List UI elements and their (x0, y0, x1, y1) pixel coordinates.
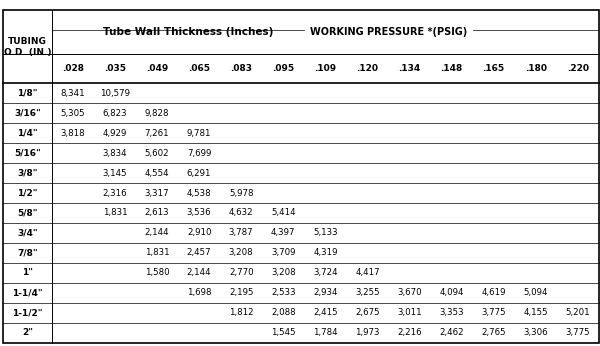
Text: 1-1/2": 1-1/2" (12, 308, 43, 317)
Text: 7,261: 7,261 (145, 129, 169, 138)
Text: Tube Wall Thickness (Inches): Tube Wall Thickness (Inches) (103, 27, 274, 37)
Text: 1,580: 1,580 (145, 268, 169, 277)
Text: 2,765: 2,765 (481, 328, 506, 337)
Text: 3,709: 3,709 (271, 248, 296, 257)
Text: 2,216: 2,216 (397, 328, 422, 337)
Text: 5,602: 5,602 (145, 149, 169, 158)
Text: 1,784: 1,784 (313, 328, 338, 337)
Text: 3,724: 3,724 (313, 268, 338, 277)
Text: 3,145: 3,145 (103, 169, 127, 177)
Text: 3,208: 3,208 (271, 268, 296, 277)
Text: 2,457: 2,457 (187, 248, 211, 257)
Text: 4,417: 4,417 (355, 268, 380, 277)
Text: 1,698: 1,698 (187, 288, 211, 297)
Text: .083: .083 (230, 64, 252, 73)
Text: 3,818: 3,818 (61, 129, 85, 138)
Text: .220: .220 (567, 64, 589, 73)
Text: 5,133: 5,133 (313, 228, 338, 237)
Text: 5,094: 5,094 (523, 288, 548, 297)
Text: 1,812: 1,812 (229, 308, 253, 317)
Text: WORKING PRESSURE *(PSIG): WORKING PRESSURE *(PSIG) (310, 27, 467, 37)
Text: 3,255: 3,255 (355, 288, 380, 297)
Text: .120: .120 (356, 64, 379, 73)
Text: 3,011: 3,011 (397, 308, 422, 317)
Text: .165: .165 (482, 64, 505, 73)
Text: 1": 1" (22, 268, 33, 277)
Text: 2,533: 2,533 (271, 288, 296, 297)
Text: 5/16": 5/16" (14, 149, 41, 158)
Text: 2,316: 2,316 (103, 189, 127, 198)
Text: 3,834: 3,834 (103, 149, 127, 158)
Text: 2,910: 2,910 (187, 228, 211, 237)
Text: 5,978: 5,978 (229, 189, 253, 198)
Text: .049: .049 (146, 64, 168, 73)
Text: 3/4": 3/4" (17, 228, 38, 237)
Text: 2,195: 2,195 (229, 288, 253, 297)
Text: 3,670: 3,670 (397, 288, 422, 297)
Text: 6,823: 6,823 (103, 109, 127, 118)
Text: 5,305: 5,305 (61, 109, 85, 118)
Text: 4,319: 4,319 (313, 248, 338, 257)
Text: 4,538: 4,538 (187, 189, 211, 198)
Text: 1/4": 1/4" (17, 129, 38, 138)
Text: 9,828: 9,828 (145, 109, 169, 118)
Text: 3/16": 3/16" (14, 109, 41, 118)
Text: TUBING
O.D. (IN.): TUBING O.D. (IN.) (4, 37, 51, 57)
Text: 4,155: 4,155 (523, 308, 548, 317)
Text: 5,414: 5,414 (271, 209, 296, 218)
Text: 4,632: 4,632 (229, 209, 253, 218)
Text: 2,415: 2,415 (313, 308, 338, 317)
Text: 3,775: 3,775 (565, 328, 590, 337)
Text: 5,201: 5,201 (565, 308, 590, 317)
Text: 2,462: 2,462 (439, 328, 464, 337)
Text: .065: .065 (188, 64, 210, 73)
Text: 2,144: 2,144 (145, 228, 169, 237)
Text: 8,341: 8,341 (61, 89, 85, 98)
Text: 9,781: 9,781 (187, 129, 211, 138)
Text: 2,613: 2,613 (145, 209, 169, 218)
Text: 6,291: 6,291 (187, 169, 211, 177)
Text: 7/8": 7/8" (17, 248, 38, 257)
Text: 2,770: 2,770 (229, 268, 253, 277)
Text: 4,554: 4,554 (145, 169, 169, 177)
Text: 3,775: 3,775 (481, 308, 506, 317)
Text: .109: .109 (314, 64, 337, 73)
Text: 2": 2" (22, 328, 33, 337)
Text: 7,699: 7,699 (187, 149, 211, 158)
Text: 2,088: 2,088 (271, 308, 296, 317)
Text: 1/8": 1/8" (17, 89, 38, 98)
Text: 1/2": 1/2" (17, 189, 38, 198)
Text: 2,675: 2,675 (355, 308, 380, 317)
Text: 3,208: 3,208 (229, 248, 253, 257)
Text: 3,536: 3,536 (187, 209, 211, 218)
Text: 4,094: 4,094 (439, 288, 464, 297)
Text: 1,973: 1,973 (355, 328, 380, 337)
Text: 3,306: 3,306 (523, 328, 548, 337)
Text: 4,397: 4,397 (271, 228, 296, 237)
Text: 1,831: 1,831 (145, 248, 169, 257)
Text: 2,144: 2,144 (187, 268, 211, 277)
Text: .035: .035 (104, 64, 126, 73)
Text: 3,353: 3,353 (439, 308, 464, 317)
Text: .148: .148 (440, 64, 463, 73)
Text: .095: .095 (272, 64, 295, 73)
Text: 10,579: 10,579 (100, 89, 130, 98)
Text: 4,619: 4,619 (481, 288, 506, 297)
Text: 2,934: 2,934 (313, 288, 338, 297)
Text: 1,831: 1,831 (103, 209, 127, 218)
Text: .180: .180 (524, 64, 547, 73)
Text: .028: .028 (62, 64, 84, 73)
Text: 5/8": 5/8" (17, 209, 38, 218)
Text: 3/8": 3/8" (17, 169, 38, 177)
Text: 4,929: 4,929 (103, 129, 127, 138)
Text: 1-1/4": 1-1/4" (12, 288, 43, 297)
Text: 3,317: 3,317 (145, 189, 169, 198)
Text: 1,545: 1,545 (271, 328, 296, 337)
Text: .134: .134 (398, 64, 421, 73)
Text: 3,787: 3,787 (229, 228, 253, 237)
